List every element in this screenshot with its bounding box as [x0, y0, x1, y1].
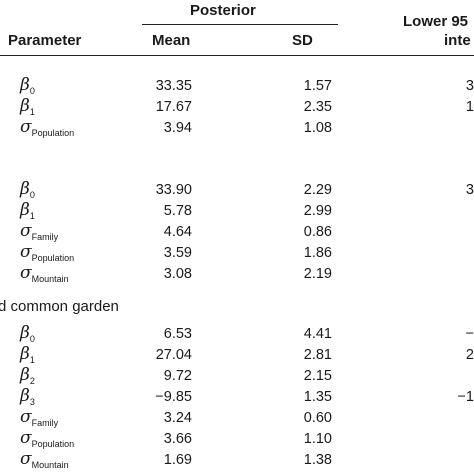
sd-value: 1.57 — [303, 78, 332, 94]
lower95-value: 1 — [465, 99, 474, 115]
parameter-symbol: σPopulation — [20, 117, 75, 138]
parameter-symbol: β0 — [20, 179, 35, 200]
lower95-header: Lower 95 — [403, 13, 469, 30]
header-rule — [0, 55, 474, 56]
mean-value: 33.35 — [155, 78, 192, 94]
sd-value: 2.29 — [303, 182, 332, 198]
parameter-symbol: β0 — [20, 323, 35, 344]
mean-value: 1.69 — [163, 452, 192, 468]
sd-value: 2.99 — [303, 203, 332, 219]
lower95-value: − — [465, 326, 474, 342]
sd-value: 2.81 — [303, 347, 332, 363]
parameter-symbol: σFamily — [20, 221, 59, 242]
parameter-symbol: σFamily — [20, 407, 59, 428]
mean-value: 5.78 — [163, 203, 192, 219]
mean-header: Mean — [152, 32, 191, 49]
sd-value: 4.41 — [303, 326, 332, 342]
lower95-value: 2 — [465, 347, 474, 363]
mean-value: 17.67 — [155, 99, 192, 115]
posterior-rule — [142, 24, 338, 25]
mean-value: 3.24 — [163, 410, 192, 426]
mean-value: 4.64 — [163, 224, 192, 240]
parameter-symbol: σPopulation — [20, 428, 75, 449]
mean-value: 27.04 — [155, 347, 192, 363]
mean-value: 3.94 — [163, 120, 192, 136]
mean-value: 6.53 — [163, 326, 192, 342]
parameter-symbol: β1 — [20, 200, 35, 221]
sd-value: 1.38 — [303, 452, 332, 468]
sd-value: 0.86 — [303, 224, 332, 240]
parameter-symbol: σMountain — [20, 263, 69, 284]
parameter-symbol: σMountain — [20, 449, 69, 470]
mean-value: 9.72 — [163, 368, 192, 384]
sd-value: 1.86 — [303, 245, 332, 261]
sd-value: 2.19 — [303, 266, 332, 282]
sd-value: 0.60 — [303, 410, 332, 426]
sd-value: 2.35 — [303, 99, 332, 115]
parameter-symbol: σPopulation — [20, 242, 75, 263]
sd-value: 1.10 — [303, 431, 332, 447]
parameter-symbol: β1 — [20, 344, 35, 365]
lower95-value: 3 — [465, 78, 474, 94]
lower95-value: 3 — [465, 182, 474, 198]
mean-value: 3.66 — [163, 431, 192, 447]
mean-value: 33.90 — [155, 182, 192, 198]
sd-header: SD — [292, 32, 313, 49]
lower95-value: −1 — [457, 389, 474, 405]
mean-value: 3.59 — [163, 245, 192, 261]
parameter-symbol: β3 — [20, 386, 35, 407]
posterior-header: Posterior — [190, 2, 256, 19]
mean-value: −9.85 — [155, 389, 192, 405]
parameter-symbol: β0 — [20, 75, 35, 96]
interval-header: inte — [444, 32, 471, 49]
parameter-symbol: β2 — [20, 365, 35, 386]
sd-value: 2.15 — [303, 368, 332, 384]
parameter-header: Parameter — [8, 32, 82, 49]
mean-value: 3.08 — [163, 266, 192, 282]
sd-value: 1.35 — [303, 389, 332, 405]
parameter-symbol: β1 — [20, 96, 35, 117]
sd-value: 1.08 — [303, 120, 332, 136]
section-label-common-garden: d common garden — [0, 298, 119, 315]
